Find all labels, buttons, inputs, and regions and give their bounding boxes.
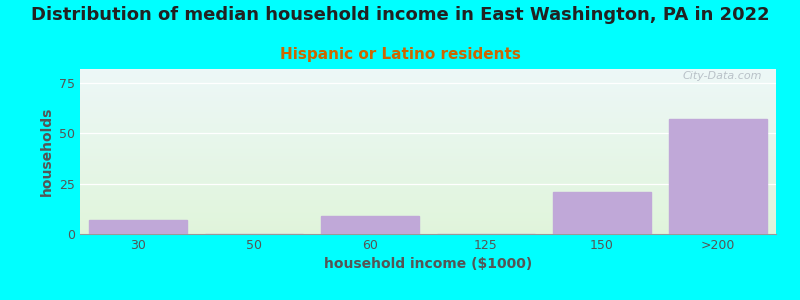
Y-axis label: households: households bbox=[39, 107, 54, 196]
Bar bbox=[321, 216, 419, 234]
Bar bbox=[89, 220, 187, 234]
Bar bbox=[669, 119, 767, 234]
Text: City-Data.com: City-Data.com bbox=[682, 70, 762, 81]
X-axis label: household income ($1000): household income ($1000) bbox=[324, 257, 532, 272]
Bar bbox=[553, 192, 651, 234]
Text: Distribution of median household income in East Washington, PA in 2022: Distribution of median household income … bbox=[30, 6, 770, 24]
Text: Hispanic or Latino residents: Hispanic or Latino residents bbox=[279, 46, 521, 62]
